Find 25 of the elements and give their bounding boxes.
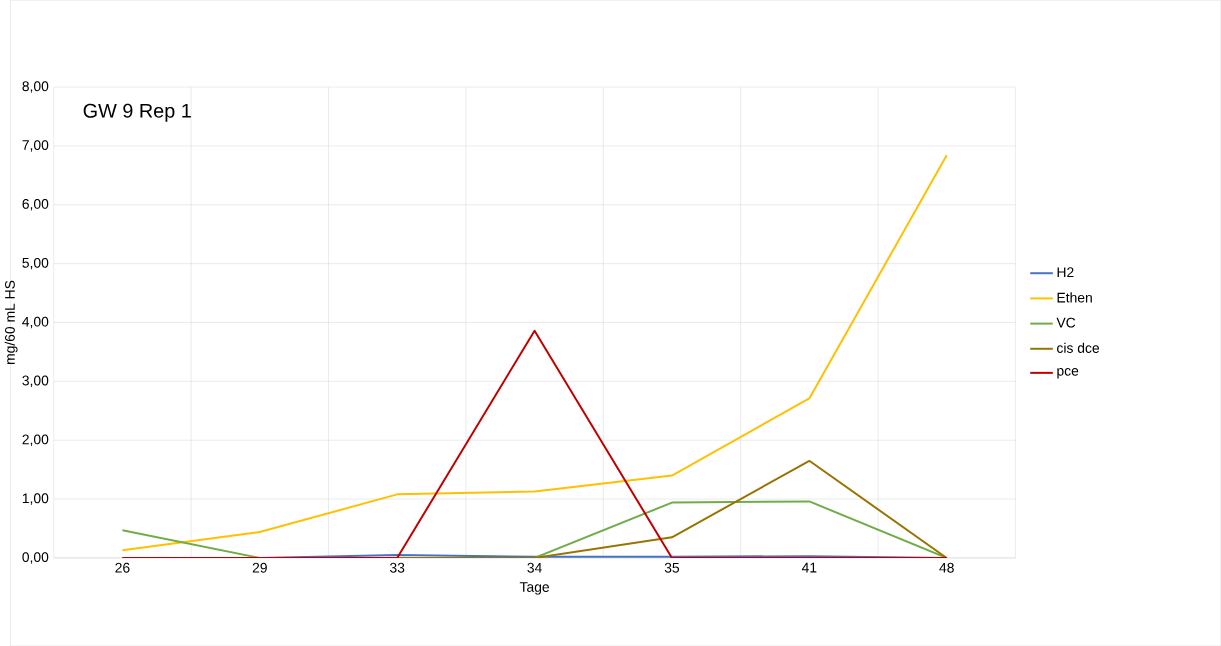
- legend-label: VC: [1056, 317, 1076, 328]
- y-tick-label: 1,00: [22, 493, 49, 505]
- y-tick-label: 3,00: [22, 375, 49, 387]
- x-tick-label: 26: [115, 562, 130, 573]
- y-tick-label: 0,00: [22, 552, 49, 564]
- x-tick-label: 34: [527, 562, 542, 573]
- text: GW 9 Rep 1: [83, 103, 191, 122]
- x-tick-label: 29: [252, 562, 267, 573]
- legend-label: cis dce: [1057, 342, 1100, 353]
- x-axis-title: Tage: [519, 582, 550, 595]
- legend-label: H2: [1057, 267, 1074, 277]
- x-tick-label: 48: [939, 562, 954, 573]
- y-tick-label: 8,00: [22, 81, 49, 93]
- legend-label: pce: [1057, 367, 1079, 379]
- y-tick-label: 7,00: [22, 140, 49, 152]
- y-tick-label: 5,00: [22, 257, 49, 270]
- y-tick-label: 2,00: [22, 434, 49, 446]
- y-tick-label: 6,00: [22, 198, 49, 211]
- x-tick-label: 33: [389, 562, 405, 573]
- line-series: [121, 154, 948, 552]
- x-tick-label: 35: [664, 562, 680, 573]
- x-tick-label: 41: [801, 562, 817, 573]
- y-axis-title: mg/60 mL HS: [4, 280, 18, 364]
- y-tick-label: 4,00: [22, 316, 49, 329]
- legend-label: Ethen: [1057, 292, 1092, 303]
